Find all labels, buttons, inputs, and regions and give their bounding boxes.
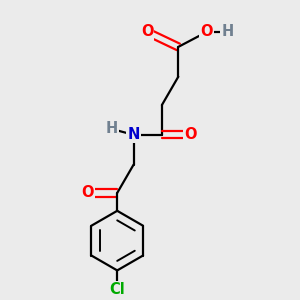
Text: O: O bbox=[200, 25, 213, 40]
Text: O: O bbox=[184, 127, 197, 142]
Text: N: N bbox=[128, 127, 140, 142]
Text: O: O bbox=[81, 185, 94, 200]
Text: H: H bbox=[105, 122, 117, 136]
Text: H: H bbox=[221, 25, 234, 40]
Text: Cl: Cl bbox=[109, 282, 125, 297]
Text: O: O bbox=[141, 25, 153, 40]
